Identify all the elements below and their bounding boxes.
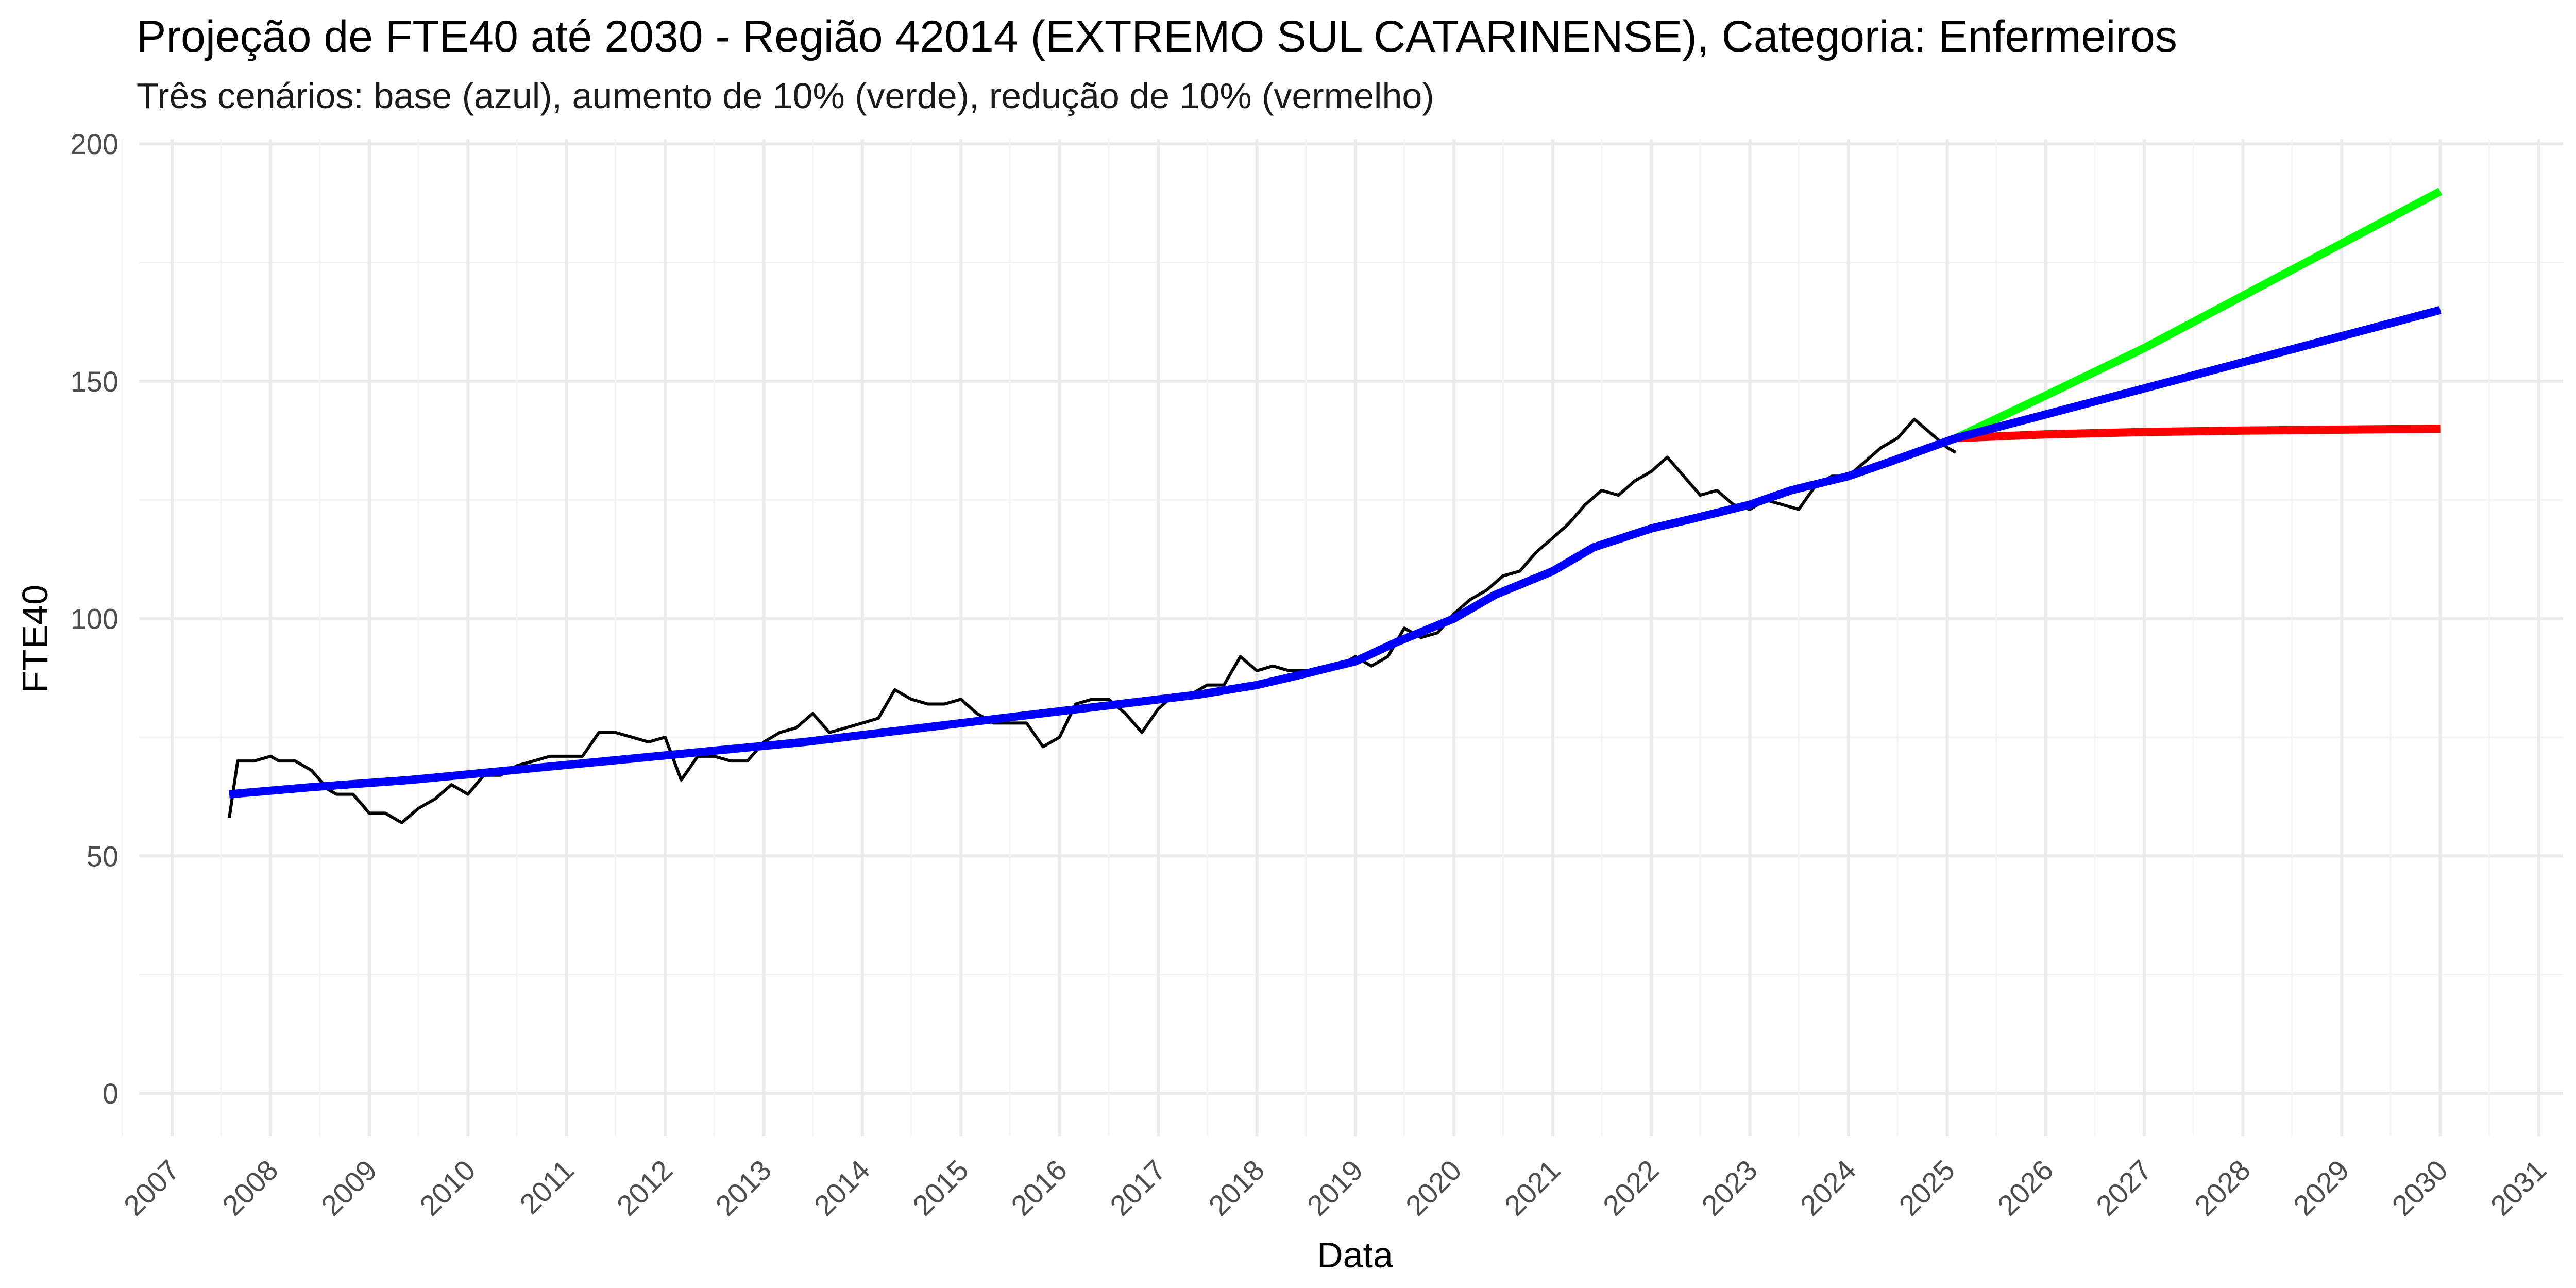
x-tick-label: 2018 [1202, 1154, 1270, 1222]
x-tick-label: 2009 [315, 1154, 383, 1222]
x-tick-label: 2015 [906, 1154, 975, 1222]
series-line [1955, 425, 2441, 443]
x-tick-label: 2029 [2287, 1154, 2355, 1222]
x-tick-label: 2028 [2188, 1154, 2257, 1222]
chart-subtitle: Três cenários: base (azul), aumento de 1… [137, 76, 1434, 116]
x-tick-label: 2013 [709, 1154, 778, 1222]
y-tick-label: 150 [71, 365, 118, 398]
x-tick-label: 2008 [216, 1154, 284, 1222]
x-tick-label: 2007 [117, 1154, 186, 1222]
y-axis-title: FTE40 [15, 585, 55, 693]
series-line [228, 417, 1957, 824]
series-line [1954, 188, 2443, 442]
x-tick-label: 2030 [2385, 1154, 2454, 1222]
x-tick-label: 2027 [2090, 1154, 2158, 1222]
y-tick-label: 50 [87, 840, 118, 872]
x-tick-label: 2017 [1104, 1154, 1172, 1222]
y-tick-label: 200 [71, 128, 118, 160]
x-tick-label: 2022 [1597, 1154, 1665, 1222]
x-tick-label: 2021 [1498, 1154, 1567, 1222]
x-tick-label: 2019 [1301, 1154, 1369, 1222]
x-tick-label: 2031 [2484, 1154, 2553, 1222]
x-tick-label: 2024 [1794, 1154, 1862, 1222]
series-line [229, 306, 2442, 799]
y-tick-label: 0 [103, 1077, 118, 1110]
x-tick-label: 2023 [1695, 1154, 1764, 1222]
x-axis-title: Data [1317, 1235, 1393, 1275]
x-tick-label: 2014 [808, 1154, 876, 1222]
x-tick-label: 2016 [1005, 1154, 1073, 1222]
x-tick-label: 2010 [413, 1154, 482, 1222]
grid [122, 139, 2563, 1136]
x-tick-label: 2025 [1892, 1154, 1961, 1222]
series-lines [228, 188, 2443, 824]
y-tick-label: 100 [71, 603, 118, 635]
x-tick-label: 2020 [1399, 1154, 1468, 1222]
x-tick-label: 2011 [513, 1154, 580, 1221]
chart-title: Projeção de FTE40 até 2030 - Região 4201… [137, 12, 2177, 61]
x-tick-label: 2012 [611, 1154, 679, 1222]
x-tick-label: 2026 [1991, 1154, 2060, 1222]
